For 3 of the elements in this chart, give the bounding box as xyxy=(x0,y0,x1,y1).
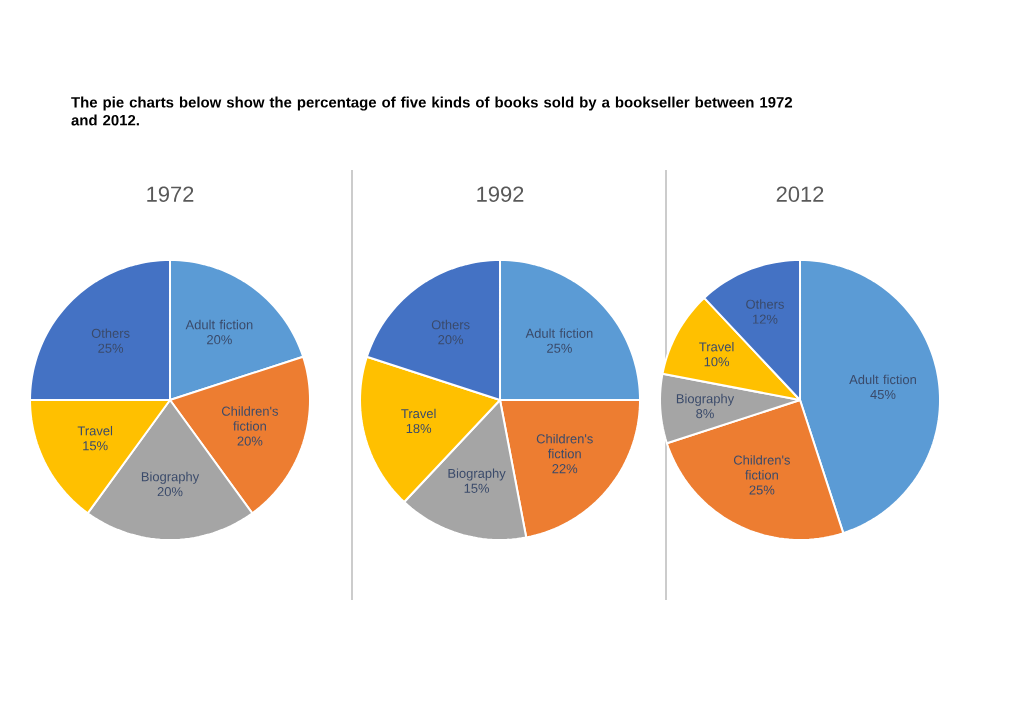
chart-title: 1972 xyxy=(147,186,194,202)
chart-title: 2012 xyxy=(776,186,824,202)
chart-title: 1992 xyxy=(477,186,524,202)
